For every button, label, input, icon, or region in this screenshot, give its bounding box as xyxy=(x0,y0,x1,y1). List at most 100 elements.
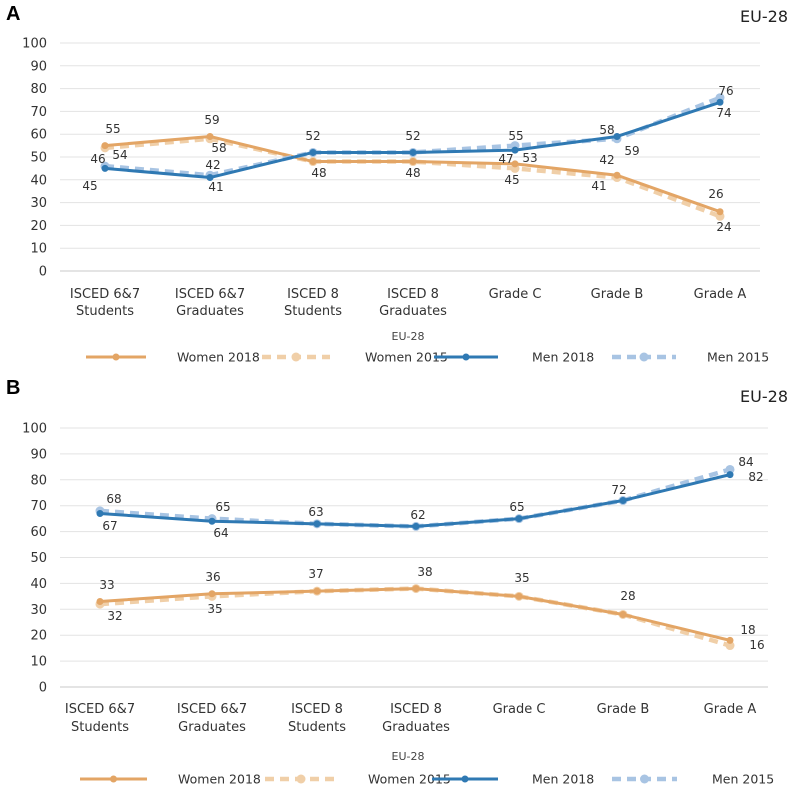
legend-marker xyxy=(462,353,470,361)
data-label: 62 xyxy=(410,508,425,522)
chart-panel-a: A EU-28 0 10 20 30 40 50 60 70 80 90 100 ISCED 6&7 Stu… xyxy=(6,3,788,365)
data-point xyxy=(725,464,735,474)
data-label: 42 xyxy=(599,153,614,167)
data-point xyxy=(412,522,420,530)
y-tick-label: 100 xyxy=(22,37,47,52)
legend-item-men-2018: Men 2018 xyxy=(434,350,594,365)
x-tick-label: ISCED 6&7 xyxy=(177,702,247,717)
data-point xyxy=(619,610,627,618)
data-label: 63 xyxy=(308,505,323,519)
data-point xyxy=(725,641,735,651)
x-tick-label: ISCED 6&7 xyxy=(175,287,245,302)
x-tick-label: Grade B xyxy=(597,702,650,717)
data-point xyxy=(313,587,321,595)
data-label: 45 xyxy=(82,179,97,193)
data-point xyxy=(613,132,621,140)
data-label: 54 xyxy=(112,148,127,162)
legend-item-men-2015: Men 2015 xyxy=(612,350,769,365)
legend-label: Women 2015 xyxy=(368,772,451,787)
x-tick-label: Graduates xyxy=(379,304,447,319)
legend-item-women-2018: Women 2018 xyxy=(86,350,260,365)
data-label: 84 xyxy=(738,455,753,469)
data-point xyxy=(313,520,321,528)
data-label: 26 xyxy=(708,187,723,201)
data-point xyxy=(409,148,417,156)
data-label: 76 xyxy=(718,84,733,98)
legend-label: Men 2015 xyxy=(712,772,774,787)
data-point xyxy=(515,515,523,523)
series-men-2018 xyxy=(101,98,724,182)
data-label: 58 xyxy=(599,123,614,137)
data-label: 48 xyxy=(311,166,326,180)
y-tick-label: 30 xyxy=(30,196,47,211)
panel-letter: B xyxy=(6,377,20,399)
data-label: 52 xyxy=(405,129,420,143)
chart-panel-b: B EU-28 0 10 20 30 40 50 60 70 80 90 100 ISCED 6&7 Stu… xyxy=(6,377,788,787)
y-tick-label: 90 xyxy=(30,59,47,74)
data-point xyxy=(412,585,420,593)
y-tick-label: 10 xyxy=(30,655,47,670)
data-label: 59 xyxy=(204,113,219,127)
data-label: 36 xyxy=(205,570,220,584)
data-point xyxy=(96,509,104,517)
y-tick-label: 10 xyxy=(30,242,47,257)
legend-item-men-2015: Men 2015 xyxy=(612,772,774,787)
legend-marker xyxy=(291,352,301,362)
legend-title: EU-28 xyxy=(392,750,425,763)
data-label: 64 xyxy=(213,526,228,540)
series-women-2018 xyxy=(101,132,724,216)
x-tick-label: Students xyxy=(284,304,342,319)
data-label: 35 xyxy=(207,602,222,616)
panel-letter: A xyxy=(6,3,20,25)
x-tick-label: ISCED 8 xyxy=(387,287,439,302)
data-point xyxy=(96,598,104,606)
data-point xyxy=(619,497,627,505)
data-point xyxy=(726,636,734,644)
data-label: 82 xyxy=(748,470,763,484)
data-point xyxy=(613,171,621,179)
legend-item-men-2018: Men 2018 xyxy=(432,772,594,787)
y-tick-label: 0 xyxy=(39,681,47,696)
y-tick-label: 90 xyxy=(30,447,47,462)
legend-marker xyxy=(640,774,649,784)
data-point xyxy=(726,471,734,479)
x-tick-label: Students xyxy=(71,720,129,735)
data-label: 35 xyxy=(514,571,529,585)
y-tick-label: 20 xyxy=(30,219,47,234)
x-tick-label: ISCED 8 xyxy=(291,702,343,717)
y-tick-label: 40 xyxy=(30,173,47,188)
legend-label: Women 2018 xyxy=(178,772,261,787)
y-tick-label: 70 xyxy=(30,499,47,514)
data-label: 37 xyxy=(308,567,323,581)
chart-title: EU-28 xyxy=(740,7,788,26)
data-label: 55 xyxy=(508,129,523,143)
y-tick-label: 70 xyxy=(30,105,47,120)
legend-item-women-2015: Women 2015 xyxy=(262,350,448,365)
legend-label: Men 2018 xyxy=(532,772,594,787)
data-point xyxy=(206,132,214,140)
data-point xyxy=(515,592,523,600)
data-label: 45 xyxy=(504,173,519,187)
x-tick-label: Grade A xyxy=(694,287,747,302)
data-label: 72 xyxy=(611,483,626,497)
y-tick-label: 80 xyxy=(30,82,47,97)
data-point xyxy=(409,158,417,166)
y-tick-label: 100 xyxy=(22,422,47,437)
x-tick-label: ISCED 8 xyxy=(287,287,339,302)
data-point xyxy=(208,590,216,598)
legend-item-women-2015: Women 2015 xyxy=(265,772,451,787)
data-label: 41 xyxy=(208,180,223,194)
x-tick-label: Graduates xyxy=(178,720,246,735)
x-tick-label: Grade B xyxy=(591,287,644,302)
y-tick-label: 0 xyxy=(39,265,47,280)
x-tick-label: Graduates xyxy=(176,304,244,319)
x-tick-label: Graduates xyxy=(382,720,450,735)
x-tick-label: Grade C xyxy=(493,702,546,717)
data-point xyxy=(206,174,214,182)
data-label: 58 xyxy=(211,141,226,155)
legend-marker xyxy=(639,352,649,362)
data-label: 28 xyxy=(620,589,635,603)
data-point xyxy=(101,142,109,150)
chart-title: EU-28 xyxy=(740,387,788,406)
x-tick-label: ISCED 6&7 xyxy=(70,287,140,302)
